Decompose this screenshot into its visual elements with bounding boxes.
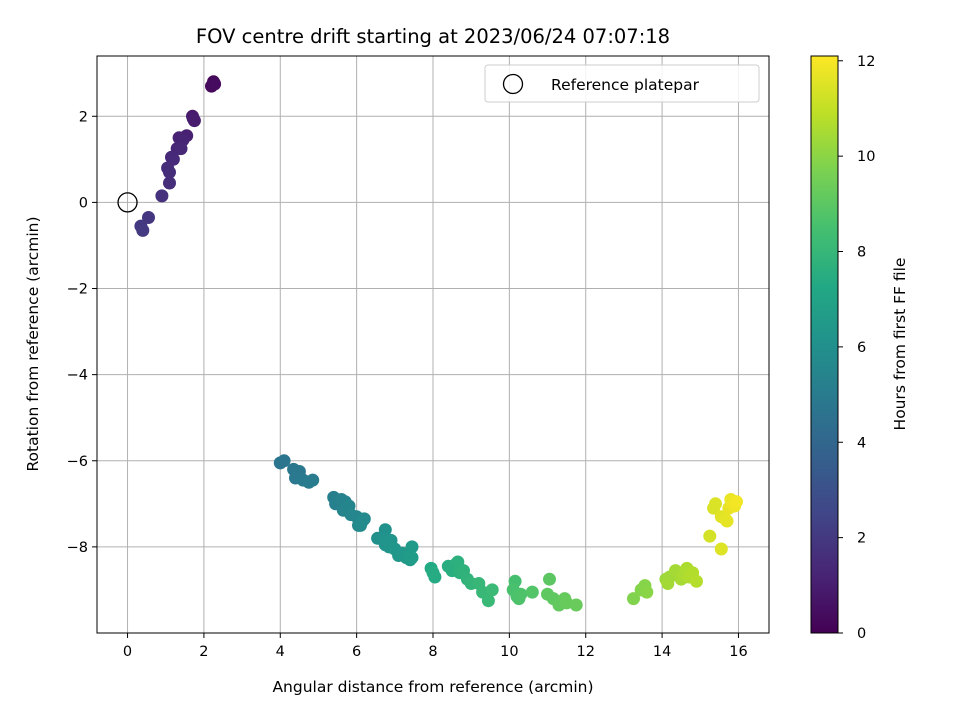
- x-axis-title: Angular distance from reference (arcmin): [272, 678, 593, 696]
- colorbar-ticks: 0 2 4 6 8 10 12: [838, 54, 875, 642]
- x-tick-label: 2: [199, 644, 208, 660]
- data-point: [481, 594, 495, 608]
- colorbar-tick-label: 0: [857, 626, 866, 642]
- data-point: [525, 585, 539, 599]
- data-point: [186, 111, 200, 125]
- x-tick-label: 16: [729, 644, 747, 660]
- colorbar-tick-label: 4: [857, 435, 866, 451]
- y-tick-label: −2: [67, 282, 88, 298]
- data-point: [208, 77, 222, 91]
- legend-marker-icon: [502, 73, 524, 95]
- data-point: [661, 577, 675, 590]
- data-point: [174, 142, 188, 156]
- colorbar: 0 2 4 6 8 10 12 Hours from first FF file: [810, 54, 909, 642]
- data-point: [405, 540, 419, 554]
- y-tick-label: −8: [67, 540, 88, 556]
- data-point: [142, 211, 155, 224]
- grid-lines: [97, 56, 769, 633]
- data-point: [640, 585, 654, 599]
- colorbar-tick-label: 6: [857, 340, 866, 356]
- colorbar-tick-label: 12: [857, 54, 875, 70]
- data-point: [690, 574, 703, 588]
- data-point: [163, 176, 176, 190]
- x-tick-label: 10: [500, 644, 518, 660]
- x-tick-label: 4: [276, 644, 285, 660]
- colorbar-title: Hours from first FF file: [891, 258, 909, 431]
- y-axis-title: Rotation from reference (arcmin): [24, 216, 42, 471]
- colorbar-tick-label: 2: [857, 531, 866, 547]
- data-point: [714, 542, 728, 556]
- x-tick-label: 14: [653, 644, 671, 660]
- data-point: [543, 572, 556, 586]
- data-point: [354, 518, 367, 532]
- y-tick-label: −4: [67, 368, 88, 384]
- legend-label: Reference platepar: [551, 76, 700, 94]
- data-point: [155, 189, 169, 203]
- reference-platepar-marker: [117, 192, 138, 213]
- data-point: [485, 583, 499, 597]
- data-point: [627, 592, 640, 606]
- x-tick-label: 12: [577, 644, 595, 660]
- data-point: [136, 223, 150, 237]
- x-tick-label: 8: [428, 644, 437, 660]
- data-points: [134, 75, 743, 612]
- y-axis-ticks: 2 0 −2 −4 −6 −8: [67, 109, 97, 556]
- y-tick-label: 2: [79, 109, 88, 125]
- data-point: [703, 529, 717, 543]
- data-point: [405, 551, 419, 565]
- data-point: [426, 566, 440, 580]
- data-point: [720, 514, 734, 528]
- colorbar-tick-label: 10: [857, 149, 875, 165]
- legend: Reference platepar: [484, 64, 760, 103]
- legend-box: [484, 64, 760, 103]
- y-tick-label: 0: [79, 195, 88, 211]
- x-tick-label: 6: [352, 644, 361, 660]
- colorbar-gradient: [810, 55, 839, 634]
- x-tick-label: 0: [123, 644, 132, 660]
- data-point: [730, 495, 743, 509]
- data-point: [569, 598, 583, 612]
- colorbar-tick-label: 8: [857, 245, 866, 261]
- chart-title: FOV centre drift starting at 2023/06/24 …: [196, 25, 670, 48]
- y-tick-label: −6: [67, 454, 88, 470]
- data-point: [277, 454, 291, 468]
- x-axis-ticks: 0 2 4 6 8 10 12 14 16: [123, 633, 748, 660]
- data-point: [163, 165, 176, 179]
- data-point: [512, 592, 526, 606]
- data-point: [709, 497, 722, 511]
- data-point: [306, 473, 320, 487]
